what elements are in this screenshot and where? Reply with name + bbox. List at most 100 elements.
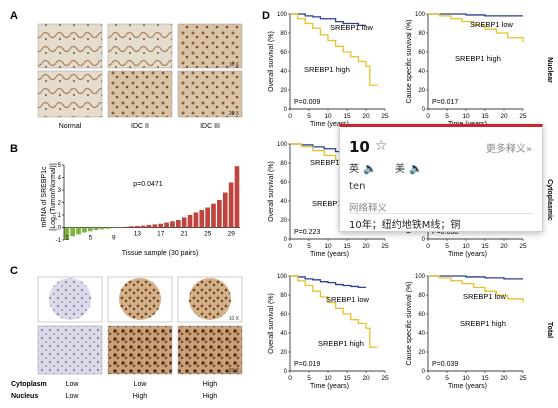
bar bbox=[187, 215, 193, 228]
bar-chart-xlabel: Tissue sample (30 pairs) bbox=[122, 250, 198, 257]
uk-label: 英 bbox=[349, 164, 359, 175]
web-definition-text: 10年；纽约地铁M线；铜 bbox=[349, 220, 461, 231]
speaker-icon[interactable]: 🔈 bbox=[409, 162, 423, 175]
row-label-cytoplasm: Cytoplasm bbox=[11, 381, 47, 388]
km-ytick-label: 60 bbox=[418, 50, 425, 56]
km-xlabel: Time (years) bbox=[310, 383, 349, 390]
dictionary-popup[interactable]: 10 ☆ 更多释义» 英 🔈 美 🔈 ten 网络释义 10年；纽约地铁M线；铜 bbox=[339, 124, 543, 232]
popup-word: 10 bbox=[349, 138, 370, 156]
km-ytick-label: 80 bbox=[280, 293, 287, 299]
bar-chart-xtick-label: 21 bbox=[181, 231, 189, 238]
bar bbox=[175, 220, 181, 228]
km-curve-srebp1-low bbox=[428, 13, 523, 17]
bar bbox=[146, 225, 152, 228]
km-ytick-label: 80 bbox=[280, 31, 287, 37]
km-ytick-label: 80 bbox=[418, 293, 425, 299]
bar bbox=[170, 221, 175, 228]
bar bbox=[117, 227, 122, 229]
km-ytick-label: 40 bbox=[418, 69, 425, 75]
km-xtick-label: 15 bbox=[481, 113, 489, 120]
bar bbox=[93, 227, 99, 230]
bar bbox=[193, 212, 199, 228]
km-ytick-label: 60 bbox=[280, 50, 287, 56]
km-xtick-label: 10 bbox=[324, 113, 332, 120]
bar-chart-xtick-label: 1 bbox=[65, 235, 69, 242]
km-ytick-label: 80 bbox=[418, 31, 425, 37]
km-xtick-label: 5 bbox=[307, 243, 311, 250]
row-label-total: Total bbox=[546, 322, 553, 338]
km-ytick-label: 0 bbox=[284, 237, 288, 243]
km-ylabel: Cause specific survival (%) bbox=[406, 281, 413, 365]
km-xtick-label: 0 bbox=[426, 113, 430, 120]
row-label-cytoplasmic: Cytoplasmic bbox=[546, 179, 553, 221]
bar bbox=[76, 227, 81, 235]
magnification-label: 10 X bbox=[229, 316, 240, 322]
pronunciation-us: 美 🔈 bbox=[395, 160, 423, 175]
label-idc2: IDC II bbox=[131, 123, 149, 130]
km-xtick-label: 15 bbox=[481, 375, 489, 382]
km-pvalue: P=0.009 bbox=[294, 99, 320, 106]
km-legend-low: SREBP1 low bbox=[310, 158, 354, 167]
km-xtick-label: 25 bbox=[519, 375, 527, 382]
km-legend-low: SREBP1 low bbox=[470, 20, 514, 29]
km-ytick-label: 60 bbox=[280, 312, 287, 318]
km-xtick-label: 20 bbox=[500, 375, 508, 382]
km-ytick-label: 0 bbox=[422, 237, 426, 243]
speaker-icon[interactable]: 🔈 bbox=[363, 162, 377, 175]
km-curve-srebp1-low bbox=[290, 13, 366, 27]
km-xtick-label: 20 bbox=[362, 375, 370, 382]
km-legend-high: SREBP1 high bbox=[460, 319, 506, 328]
star-icon[interactable]: ☆ bbox=[375, 138, 388, 154]
bar bbox=[181, 217, 187, 228]
tma-core bbox=[189, 278, 231, 320]
km-ytick-label: 40 bbox=[280, 331, 287, 337]
km-pvalue: P=0.630 bbox=[432, 229, 458, 236]
km-ytick-label: 20 bbox=[280, 88, 287, 94]
bar-chart-ytick-label: 2 bbox=[58, 201, 62, 207]
km-xtick-label: 0 bbox=[288, 113, 292, 120]
bar bbox=[111, 227, 117, 229]
tma-core bbox=[119, 278, 161, 320]
km-xtick-label: 20 bbox=[500, 243, 508, 250]
km-ytick-label: 20 bbox=[280, 350, 287, 356]
magnification-label: 10 X bbox=[229, 62, 240, 68]
km-ytick-label: 20 bbox=[418, 88, 425, 94]
km-ytick-label: 60 bbox=[280, 180, 287, 186]
km-ylabel: Cause specific survival (%) bbox=[406, 19, 413, 103]
bar-chart-ytick-label: 4 bbox=[58, 176, 62, 182]
km-legend-low: SREBP1 low bbox=[463, 292, 507, 301]
bar bbox=[199, 210, 205, 228]
km-ytick-label: 40 bbox=[280, 199, 287, 205]
bar-chart-ytick-label: 1 bbox=[58, 213, 62, 219]
more-definitions-link[interactable]: 更多释义» bbox=[485, 144, 532, 155]
km-xtick-label: 15 bbox=[343, 243, 351, 250]
km-plot: 0 20 40 60 80 100 0 5 10 15 20 25 Time (years) Overal… bbox=[268, 12, 389, 128]
km-legend-high: SREBP1 high bbox=[304, 65, 350, 74]
bar bbox=[123, 226, 128, 228]
bar-chart-xtick-label: 25 bbox=[204, 231, 212, 238]
km-xtick-label: 15 bbox=[343, 375, 351, 382]
km-legend-high: SREBP1 high bbox=[455, 54, 501, 63]
row-label-nuclear: Nuclear bbox=[546, 57, 553, 83]
km-curve-srebp1-high bbox=[290, 275, 378, 348]
bar bbox=[87, 227, 93, 232]
km-xtick-label: 5 bbox=[307, 113, 311, 120]
bar-chart-xtick-label: 13 bbox=[134, 231, 142, 238]
km-curve-srebp1-high bbox=[290, 13, 378, 86]
km-xtick-label: 5 bbox=[445, 113, 449, 120]
ihc-image-normal-20x bbox=[37, 70, 103, 118]
bar bbox=[152, 224, 158, 228]
label-idc3: IDC III bbox=[200, 123, 220, 130]
km-xtick-label: 5 bbox=[445, 243, 449, 250]
bar-chart-ylabel: [Log₂(Tumor/Normal)] bbox=[50, 163, 57, 230]
ihc-image-idc3-10x bbox=[177, 23, 243, 69]
km-ytick-label: 100 bbox=[277, 12, 288, 18]
panel-c-images: 10 X 20 X Cytoplasm Nucleus Low Low High… bbox=[11, 276, 243, 400]
bar bbox=[99, 227, 105, 230]
web-definition-heading: 网络释义 bbox=[349, 203, 388, 214]
km-legend-low: SREBP1 low bbox=[330, 23, 374, 32]
panel-label-c: C bbox=[10, 265, 18, 277]
pronunciation-uk: 英 🔈 bbox=[349, 160, 377, 175]
